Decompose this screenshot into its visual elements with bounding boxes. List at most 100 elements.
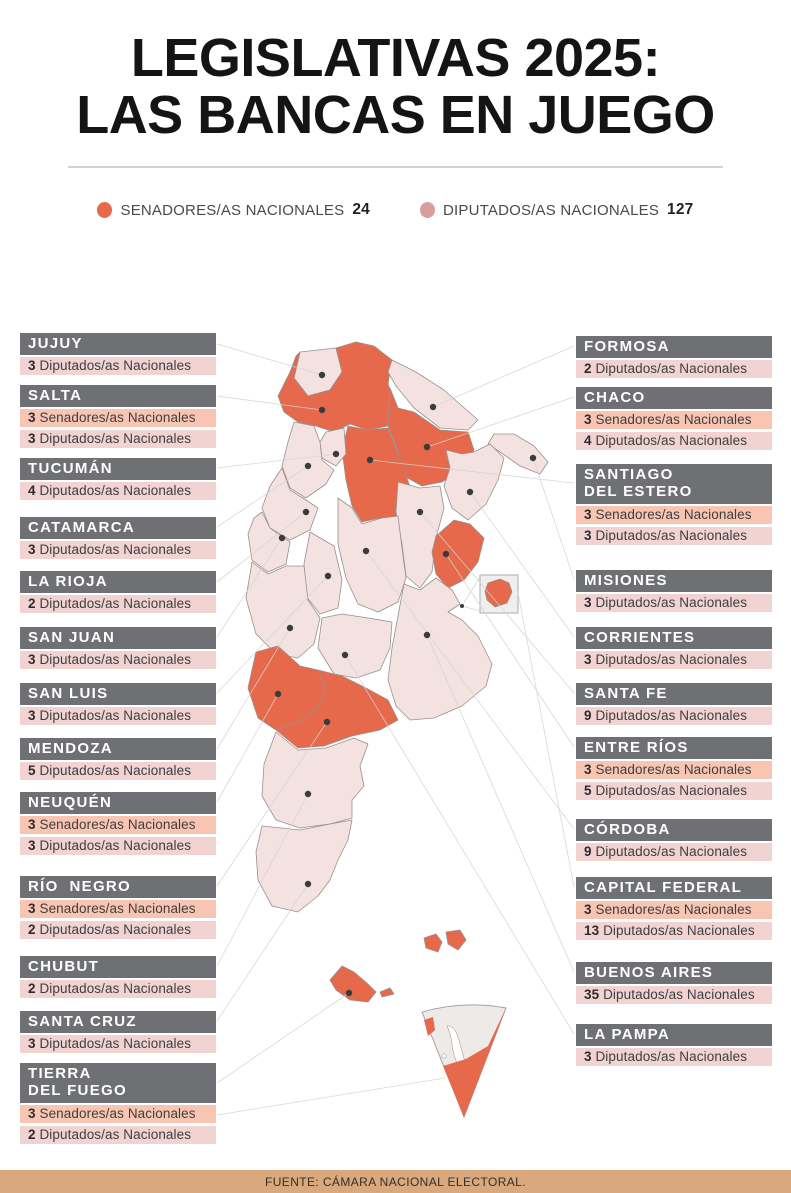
province-box-misiones: MISIONES 3 Diputados/as Nacionales: [576, 570, 772, 613]
province-name: BUENOS AIRES: [576, 962, 772, 985]
province-shape-entre-rios: [431, 519, 485, 589]
province-box-catamarca: CATAMARCA 3 Diputados/as Nacionales: [20, 517, 216, 560]
page-title-line2: LAS BANCAS EN JUEGO: [76, 85, 715, 146]
province-name: JUJUY: [20, 333, 216, 356]
province-marker-dots: [274, 371, 537, 997]
province-box-capital-federal: CAPITAL FEDERAL 3 Senadores/as Nacionales…: [576, 877, 772, 941]
province-shape-buenos-aires: [387, 577, 493, 721]
province-shape-salta: [277, 341, 397, 433]
seat-row-diputados: 3 Diputados/as Nacionales: [576, 594, 772, 613]
seat-row-diputados: 2 Diputados/as Nacionales: [20, 1125, 216, 1144]
province-name: MISIONES: [576, 570, 772, 593]
province-box-chaco: CHACO 3 Senadores/as Nacionales 4 Diputado…: [576, 387, 772, 451]
seat-row-diputados: 35 Diputados/as Nacionales: [576, 986, 772, 1005]
province-box-tucuman: TUCUMÁN 4 Diputados/as Nacionales: [20, 458, 216, 501]
province-box-entre-rios: ENTRE RÍOS 3 Senadores/as Nacionales 5 Dip…: [576, 737, 772, 801]
seat-row-senadores: 3 Senadores/as Nacionales: [20, 1104, 216, 1123]
seat-row-diputados: 3 Diputados/as Nacionales: [20, 1035, 216, 1054]
seat-row-diputados: 4 Diputados/as Nacionales: [20, 482, 216, 501]
legend: SENADORES/AS NACIONALES 24 DIPUTADOS/AS …: [0, 201, 791, 219]
province-shape-rio-negro: [275, 669, 399, 749]
seat-row-diputados: 4 Diputados/as Nacionales: [576, 432, 772, 451]
province-box-santa-fe: SANTA FE 9 Diputados/as Nacionales: [576, 683, 772, 726]
province-name: MENDOZA: [20, 738, 216, 761]
seat-row-diputados: 3 Diputados/as Nacionales: [576, 651, 772, 670]
province-shape-jujuy: [293, 347, 343, 397]
province-box-rio-negro: RÍO NEGRO 3 Senadores/as Nacionales 2 Dipu…: [20, 876, 216, 940]
province-shape-la-pampa: [317, 613, 393, 679]
province-box-san-juan: SAN JUAN 3 Diputados/as Nacionales: [20, 627, 216, 670]
province-name: LA RIOJA: [20, 571, 216, 594]
seat-row-diputados: 3 Diputados/as Nacionales: [20, 541, 216, 560]
seat-row-senadores: 3 Senadores/as Nacionales: [20, 409, 216, 428]
province-name: FORMOSA: [576, 336, 772, 359]
legend-senadores-label: SENADORES/AS NACIONALES: [120, 201, 345, 219]
seat-row-diputados: 2 Diputados/as Nacionales: [20, 595, 216, 614]
province-name: CÓRDOBA: [576, 819, 772, 842]
legend-item-diputados: DIPUTADOS/AS NACIONALES 127: [419, 201, 694, 219]
province-shape-santiago-del-estero: [341, 425, 413, 523]
tierra-del-fuego-islet: [379, 987, 395, 998]
province-box-santiago-del-estero: SANTIAGO DEL ESTERO 3 Senadores/as Nacion…: [576, 464, 772, 545]
province-shape-misiones: [487, 433, 549, 475]
province-name: SANTA FE: [576, 683, 772, 706]
province-shape-capital-federal: [484, 578, 513, 608]
seat-row-diputados: 3 Diputados/as Nacionales: [20, 707, 216, 726]
province-box-la-pampa: LA PAMPA 3 Diputados/as Nacionales: [576, 1024, 772, 1067]
province-name: TUCUMÁN: [20, 458, 216, 481]
province-shape-chaco: [387, 387, 475, 487]
province-box-buenos-aires: BUENOS AIRES 35 Diputados/as Nacionales: [576, 962, 772, 1005]
legend-diputados-label: DIPUTADOS/AS NACIONALES: [442, 201, 660, 219]
province-shape-santa-cruz: [255, 819, 353, 913]
province-name: SANTIAGO DEL ESTERO: [576, 464, 772, 504]
province-name: RÍO NEGRO: [20, 876, 216, 899]
province-name: SALTA: [20, 385, 216, 408]
province-name: SAN JUAN: [20, 627, 216, 650]
seat-row-senadores: 3 Senadores/as Nacionales: [20, 816, 216, 835]
province-name: SANTA CRUZ: [20, 1011, 216, 1034]
province-shape-san-juan: [247, 511, 291, 573]
antarctica-inset: [421, 1004, 507, 1119]
province-box-la-rioja: LA RIOJA 2 Diputados/as Nacionales: [20, 571, 216, 614]
province-box-mendoza: MENDOZA 5 Diputados/as Nacionales: [20, 738, 216, 781]
province-shape-tierra-del-fuego: [329, 965, 377, 1003]
seat-row-diputados: 9 Diputados/as Nacionales: [576, 707, 772, 726]
legend-diputados-total: 127: [667, 201, 694, 219]
footer-source: FUENTE: CÁMARA NACIONAL ELECTORAL.: [265, 1174, 526, 1189]
province-shape-santa-fe: [395, 481, 445, 589]
seat-row-senadores: 3 Senadores/as Nacionales: [576, 505, 772, 524]
province-box-neuquen: NEUQUÉN 3 Senadores/as Nacionales 3 Diputa…: [20, 792, 216, 856]
seat-row-diputados: 3 Diputados/as Nacionales: [576, 526, 772, 545]
connector-lines: [216, 343, 575, 1116]
seat-row-diputados: 2 Diputados/as Nacionales: [20, 980, 216, 999]
seat-row-diputados: 9 Diputados/as Nacionales: [576, 843, 772, 862]
province-name: CAPITAL FEDERAL: [576, 877, 772, 900]
antarctica-claim-orange: [443, 1008, 506, 1117]
province-shape-formosa: [387, 359, 479, 431]
islas-malvinas-west: [423, 933, 443, 953]
province-name: CORRIENTES: [576, 627, 772, 650]
senadores-dot-icon: [97, 202, 113, 219]
seat-row-diputados: 3 Diputados/as Nacionales: [20, 430, 216, 449]
province-box-tierra-del-fuego: TIERRA DEL FUEGO 3 Senadores/as Nacionale…: [20, 1063, 216, 1144]
province-box-salta: SALTA 3 Senadores/as Nacionales 3 Diputado…: [20, 385, 216, 449]
seat-row-senadores: 3 Senadores/as Nacionales: [20, 900, 216, 919]
legend-item-senadores: SENADORES/AS NACIONALES 24: [97, 201, 370, 219]
capital-federal-point: [460, 604, 464, 608]
province-name: SAN LUIS: [20, 683, 216, 706]
islas-malvinas-east: [445, 929, 467, 951]
seat-row-diputados: 5 Diputados/as Nacionales: [576, 782, 772, 801]
seat-row-senadores: 3 Senadores/as Nacionales: [576, 761, 772, 780]
seat-row-diputados: 3 Diputados/as Nacionales: [20, 357, 216, 376]
seat-row-diputados: 3 Diputados/as Nacionales: [576, 1048, 772, 1067]
province-name: LA PAMPA: [576, 1024, 772, 1047]
province-box-chubut: CHUBUT 2 Diputados/as Nacionales: [20, 956, 216, 999]
province-shape-chubut: [261, 731, 369, 829]
province-name: CHUBUT: [20, 956, 216, 979]
left-province-column: JUJUY 3 Diputados/as Nacionales SALTA 3 Sen…: [20, 30, 216, 1193]
province-shape-mendoza: [245, 561, 321, 659]
province-name: TIERRA DEL FUEGO: [20, 1063, 216, 1103]
page-title-line1: LEGISLATIVAS 2025:: [130, 28, 661, 88]
province-shape-catamarca: [281, 421, 335, 499]
province-box-san-luis: SAN LUIS 3 Diputados/as Nacionales: [20, 683, 216, 726]
